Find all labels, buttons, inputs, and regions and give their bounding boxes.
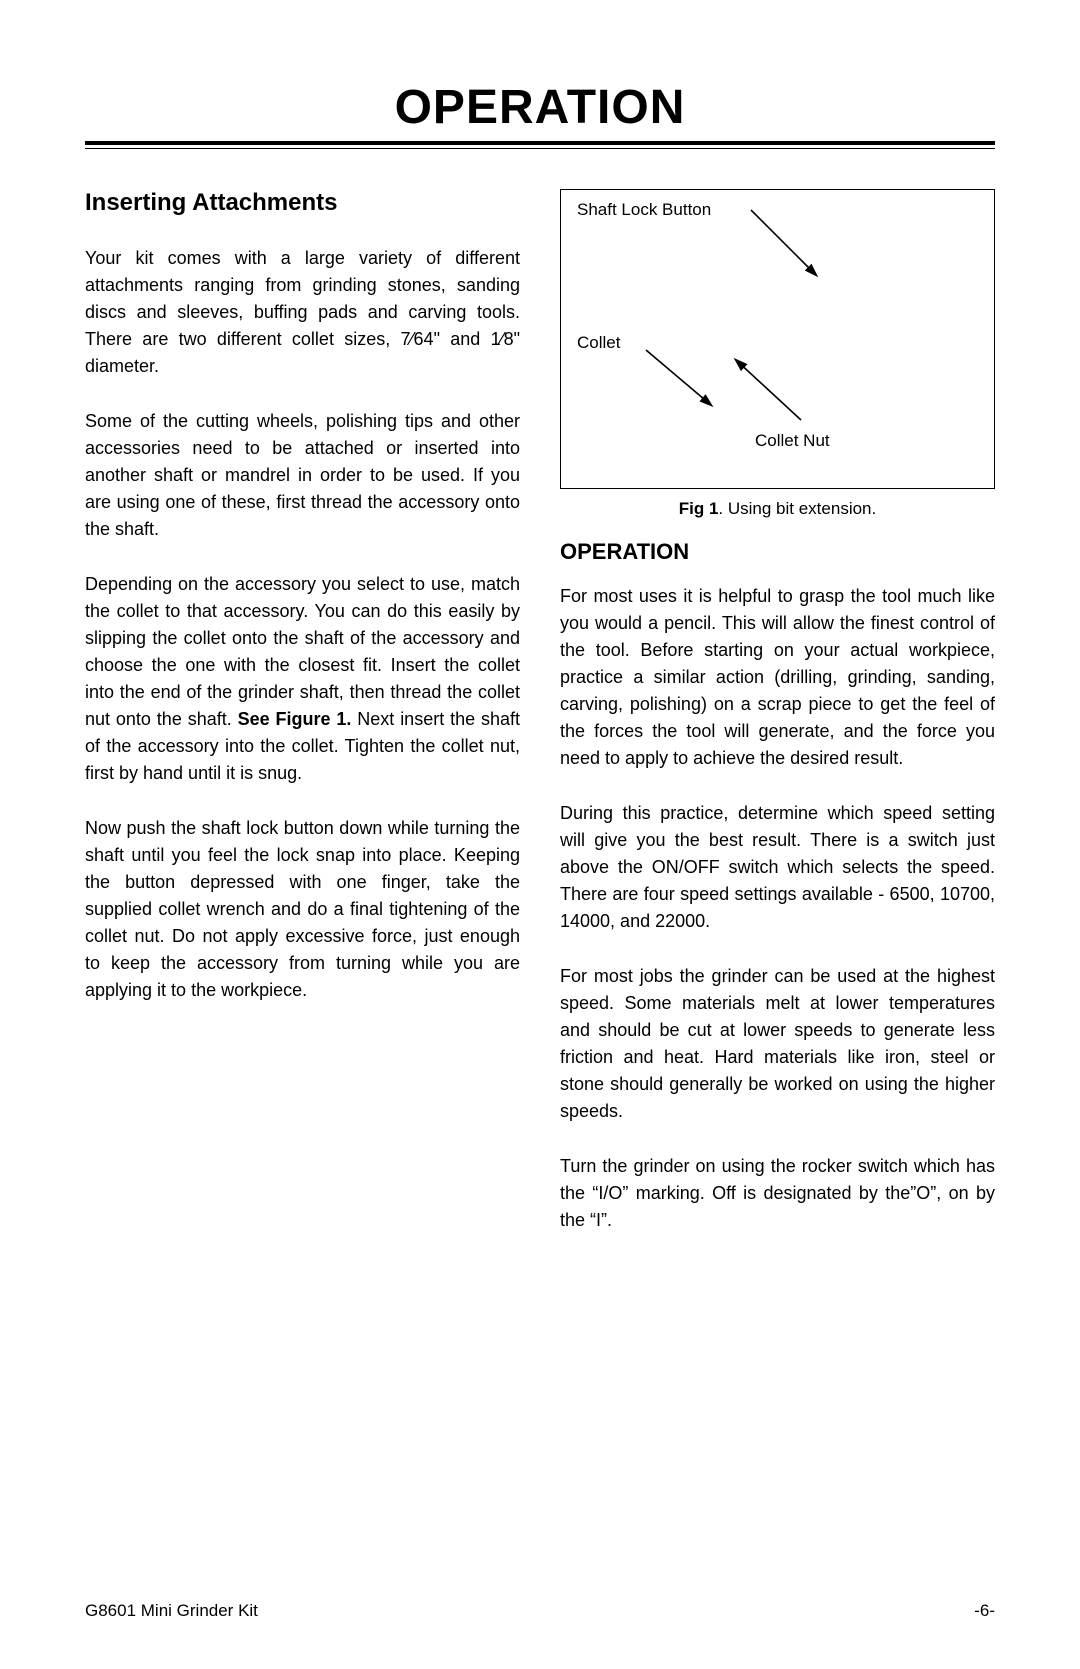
figure-label-collet-nut: Collet Nut	[755, 431, 830, 451]
para-right-3: For most jobs the grinder can be used at…	[560, 963, 995, 1125]
figure-caption-bold: Fig 1	[679, 499, 719, 518]
left-column: Inserting Attachments Your kit comes wit…	[85, 189, 520, 1262]
section-heading-inserting: Inserting Attachments	[85, 189, 520, 217]
rule-thick	[85, 141, 995, 145]
footer-right: -6-	[974, 1601, 995, 1621]
para-right-2: During this practice, determine which sp…	[560, 800, 995, 935]
arrow-collet-nut	[736, 360, 801, 420]
figure-box: Shaft Lock Button Collet Collet Nut	[560, 189, 995, 489]
para-left-2: Some of the cutting wheels, polishing ti…	[85, 408, 520, 543]
para-left-4: Now push the shaft lock button down whil…	[85, 815, 520, 1004]
section-heading-operation: OPERATION	[560, 539, 995, 565]
page-title: OPERATION	[85, 80, 995, 135]
page-footer: G8601 Mini Grinder Kit -6-	[85, 1601, 995, 1621]
para-left-3a: Depending on the accessory you select to…	[85, 574, 520, 729]
para-left-3: Depending on the accessory you select to…	[85, 571, 520, 787]
rule-thin	[85, 148, 995, 149]
para-left-1: Your kit comes with a large variety of d…	[85, 245, 520, 380]
arrow-shaft-lock	[751, 210, 816, 275]
para-right-4: Turn the grinder on using the rocker swi…	[560, 1153, 995, 1234]
figure-caption-rest: . Using bit extension.	[718, 499, 876, 518]
figure-reference: See Figure 1.	[238, 709, 352, 729]
figure-caption: Fig 1. Using bit extension.	[560, 499, 995, 519]
para-right-1: For most uses it is helpful to grasp the…	[560, 583, 995, 772]
right-column: Shaft Lock Button Collet Collet Nut Fig …	[560, 189, 995, 1262]
two-column-layout: Inserting Attachments Your kit comes wit…	[85, 189, 995, 1262]
arrow-collet	[646, 350, 711, 405]
footer-left: G8601 Mini Grinder Kit	[85, 1601, 258, 1621]
figure-label-collet: Collet	[577, 333, 620, 353]
